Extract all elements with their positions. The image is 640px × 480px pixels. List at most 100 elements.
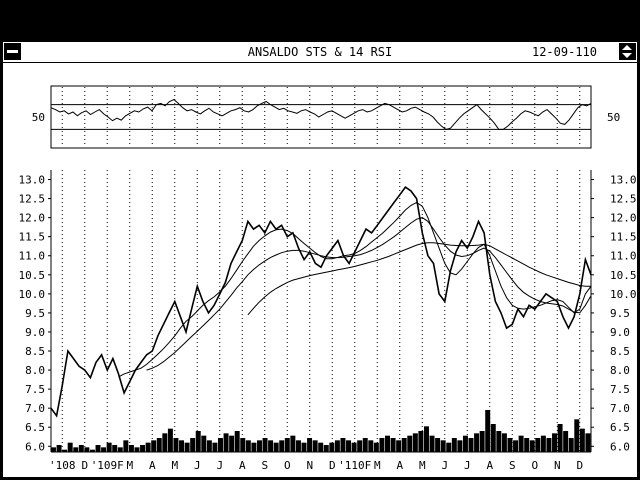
x-tick-label-6: J [194, 459, 201, 472]
volume-bar-15 [134, 447, 140, 452]
price-tick-label-left-5: 10.5 [19, 269, 46, 282]
price-tick-label-left-0: 13.0 [19, 174, 46, 187]
volume-bar-44 [295, 440, 301, 452]
volume-bar-64 [407, 435, 413, 452]
volume-bar-95 [579, 428, 585, 452]
volume-bar-51 [334, 440, 340, 452]
volume-bar-73 [457, 440, 463, 452]
volume-bar-8 [95, 445, 101, 452]
volume-bar-90 [552, 433, 557, 452]
x-tick-label-7: J [216, 459, 223, 472]
volume-bar-88 [540, 435, 546, 452]
volume-bar-74 [462, 435, 468, 452]
volume-bar-45 [301, 442, 307, 452]
volume-bar-20 [162, 433, 168, 452]
volume-bar-58 [373, 442, 379, 452]
volume-bar-61 [390, 438, 396, 452]
volume-bar-1 [56, 445, 62, 452]
x-tick-label-17: J [441, 459, 448, 472]
price-tick-label-left-11: 7.5 [25, 383, 45, 396]
volume-bar-7 [89, 449, 95, 452]
volume-bar-19 [156, 438, 162, 452]
x-tick-label-23: D [576, 459, 583, 472]
maximize-icon[interactable] [619, 43, 636, 60]
volume-bar-2 [62, 449, 68, 452]
volume-bar-40 [273, 442, 279, 452]
moving-average-line-2 [146, 217, 592, 371]
volume-bar-60 [385, 435, 390, 452]
volume-bar-92 [563, 431, 569, 452]
volume-bar-16 [140, 445, 146, 452]
volume-bar-77 [479, 431, 485, 452]
volume-bar-21 [167, 428, 173, 452]
volume-bar-41 [279, 440, 285, 452]
volume-bar-55 [357, 440, 363, 452]
volume-bar-82 [507, 438, 513, 452]
x-tick-label-18: J [464, 459, 471, 472]
price-tick-label-left-14: 6.0 [25, 440, 45, 453]
volume-bar-13 [123, 440, 129, 452]
price-tick-label-left-2: 12.0 [19, 212, 46, 225]
x-tick-label-0: '108 [49, 459, 76, 472]
volume-bar-54 [351, 442, 357, 452]
volume-bar-6 [84, 447, 90, 452]
volume-bar-42 [284, 438, 290, 452]
system-menu-icon[interactable] [4, 43, 21, 60]
volume-bar-87 [535, 438, 541, 452]
chart-window: ANSALDO STS & 14 RSI 12-09-110 [2, 41, 638, 478]
price-line [50, 185, 592, 418]
x-tick-label-19: A [486, 459, 493, 472]
volume-bar-75 [468, 438, 474, 452]
rsi-tick-label-left-0: 50 [32, 111, 45, 124]
volume-bar-59 [379, 438, 385, 452]
volume-bar-30 [218, 438, 223, 452]
volume-bar-80 [496, 431, 502, 452]
price-tick-label-left-7: 9.5 [25, 307, 45, 320]
x-tick-label-4: A [149, 459, 156, 472]
price-tick-label-left-6: 10.0 [19, 288, 46, 301]
price-tick-label-left-12: 7.0 [25, 402, 45, 415]
volume-bar-83 [513, 440, 519, 452]
x-tick-label-3: M [126, 459, 133, 472]
volume-bar-27 [201, 435, 207, 452]
price-tick-label-right-13: 6.5 [610, 421, 630, 434]
price-tick-label-right-1: 12.5 [610, 193, 637, 206]
volume-bar-48 [318, 442, 324, 452]
volume-bar-22 [173, 438, 179, 452]
x-tick-label-15: A [396, 459, 403, 472]
volume-bar-10 [106, 442, 112, 452]
x-tick-label-10: O [284, 459, 291, 472]
price-tick-label-right-7: 9.5 [610, 307, 630, 320]
title-bar[interactable]: ANSALDO STS & 14 RSI 12-09-110 [3, 42, 637, 63]
rsi-line [50, 99, 592, 130]
volume-bar-12 [117, 447, 123, 452]
volume-bar-28 [206, 440, 212, 452]
volume-bar-18 [151, 440, 157, 452]
volume-bar-3 [67, 442, 73, 452]
price-tick-label-left-3: 11.5 [19, 231, 46, 244]
price-tick-label-left-8: 9.0 [25, 326, 45, 339]
volume-bar-93 [568, 438, 574, 452]
volume-bar-4 [73, 447, 79, 452]
x-tick-label-20: S [509, 459, 516, 472]
x-tick-label-5: M [171, 459, 178, 472]
x-tick-label-9: S [261, 459, 268, 472]
price-tick-label-right-10: 8.0 [610, 364, 630, 377]
volume-bar-70 [440, 440, 446, 452]
price-tick-label-right-9: 8.5 [610, 345, 630, 358]
price-tick-label-left-9: 8.5 [25, 345, 45, 358]
x-tick-label-13: '110F [338, 459, 371, 472]
x-tick-label-12: D [329, 459, 336, 472]
volume-bar-23 [179, 440, 185, 452]
volume-bar-9 [101, 447, 107, 452]
x-tick-label-21: O [531, 459, 538, 472]
price-tick-label-right-5: 10.5 [610, 269, 637, 282]
volume-bar-11 [112, 445, 118, 452]
volume-bar-37 [256, 440, 262, 452]
price-tick-label-right-8: 9.0 [610, 326, 630, 339]
rsi-tick-label-right-0: 50 [607, 111, 620, 124]
volume-bar-65 [412, 433, 418, 452]
volume-bar-35 [245, 440, 251, 452]
volume-bar-86 [529, 440, 535, 452]
